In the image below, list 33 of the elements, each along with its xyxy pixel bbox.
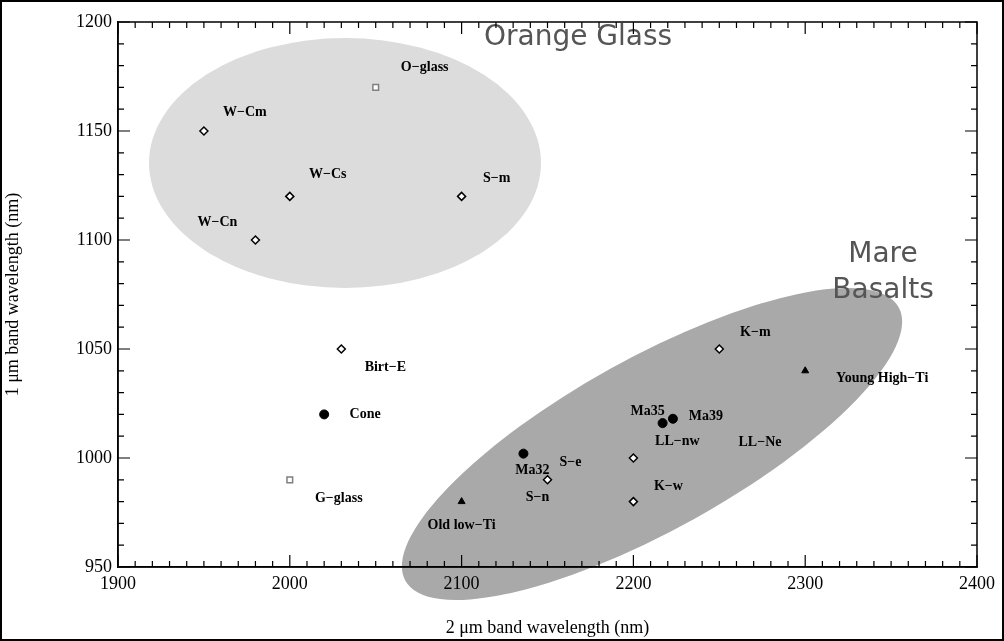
annotation: W−Cn (197, 213, 238, 229)
y-axis-title: 1 μm band wavelength (nm) (1, 192, 23, 397)
annotation: Young High−Ti (836, 370, 929, 386)
annotation: Ma32 (515, 462, 550, 478)
y-tick-label: 1200 (76, 10, 112, 31)
annotation: Orange Glass (483, 19, 673, 53)
x-tick-label: 2000 (271, 572, 308, 593)
y-tick-label: 1150 (76, 119, 112, 140)
annotation: Birt−E (364, 358, 407, 374)
annotation: S−m (482, 170, 511, 186)
annotation: O−glass (400, 59, 450, 75)
annotation: Ma35 (630, 402, 665, 418)
annotation: Ma39 (688, 408, 724, 424)
annotation: K−w (653, 478, 684, 494)
annotation: LL−Ne (738, 433, 782, 449)
annotation: Cone (349, 406, 381, 422)
annotation: W−Cm (223, 103, 268, 119)
annotation: Mare Basalts (832, 236, 934, 306)
y-tick-label: 1050 (76, 337, 112, 358)
y-tick-label: 1100 (76, 228, 112, 249)
annotation: S−e (559, 454, 582, 470)
annotation: S−n (525, 489, 550, 505)
x-tick-label: 2100 (443, 572, 480, 593)
annotation: W−Cs (309, 166, 348, 182)
x-tick-label: 2300 (787, 572, 824, 593)
x-tick-label: 2200 (615, 572, 652, 593)
annotation: LL−nw (655, 432, 701, 448)
annotation: G−glass (314, 490, 364, 506)
x-tick-label: 2400 (959, 572, 995, 593)
annotation: Old low−Ti (427, 517, 496, 533)
x-axis-title: 2 μm band wavelength (nm) (445, 616, 650, 638)
y-tick-label: 1000 (76, 446, 112, 467)
annotation: K−m (740, 323, 771, 339)
